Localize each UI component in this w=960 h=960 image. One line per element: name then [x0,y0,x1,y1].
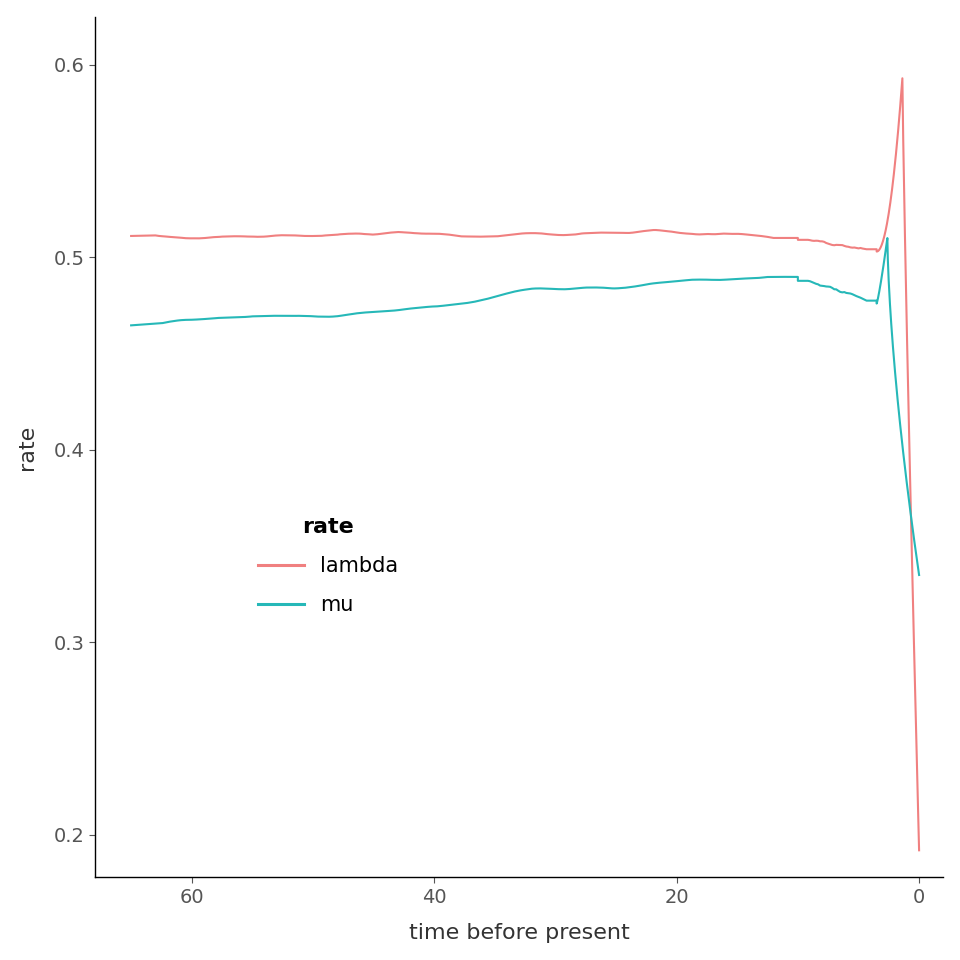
Y-axis label: rate: rate [16,424,36,469]
X-axis label: time before present: time before present [409,924,630,944]
Legend: lambda, mu: lambda, mu [250,509,407,623]
